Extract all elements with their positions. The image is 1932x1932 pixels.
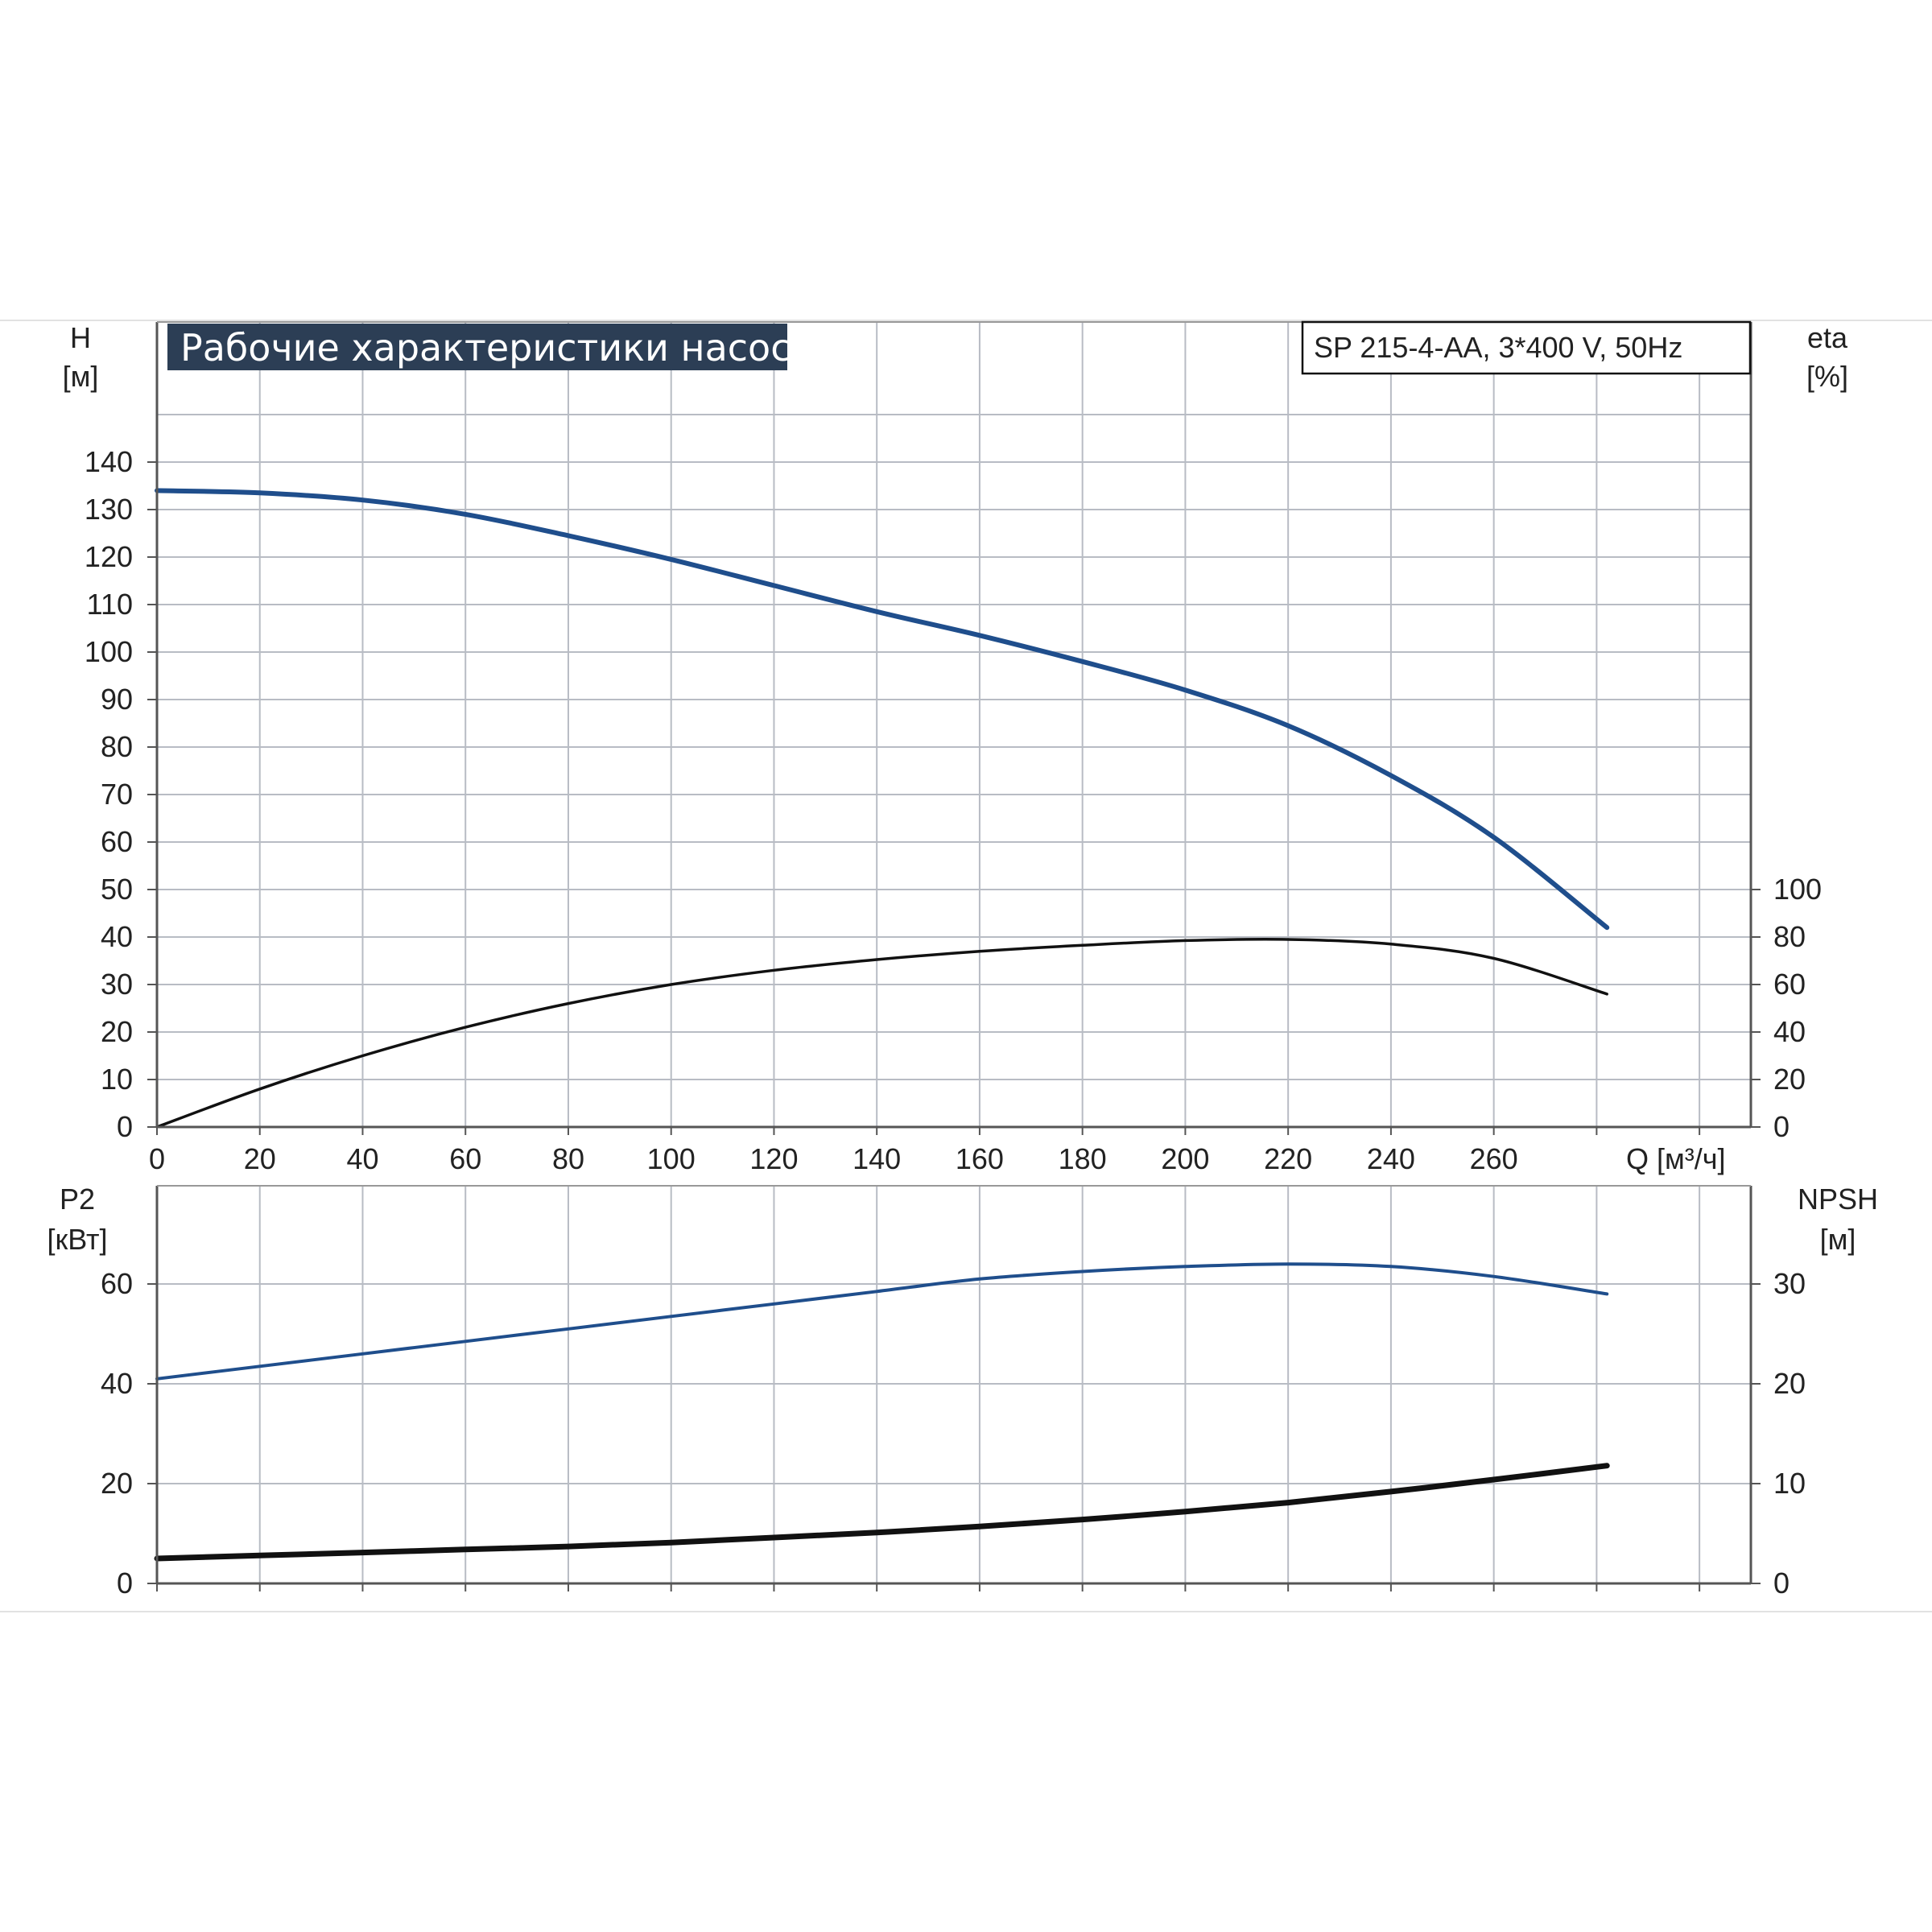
x-tick-label: 100 — [647, 1142, 696, 1175]
npsh-curve — [154, 1463, 1610, 1562]
top-left-tick-label: 140 — [85, 445, 133, 478]
top-left-tick-label: 80 — [101, 730, 133, 763]
bottom-right-tick-label: 10 — [1773, 1467, 1806, 1500]
bottom-series — [154, 1262, 1610, 1562]
top-right-tick-label: 20 — [1773, 1063, 1806, 1096]
top-left-axis-label: H — [70, 321, 91, 354]
top-right-tick-label: 100 — [1773, 873, 1822, 906]
bottom-left-axis-label: P2 — [60, 1183, 95, 1216]
top-left-tick-label: 20 — [101, 1015, 133, 1048]
top-right-tick-label: 40 — [1773, 1015, 1806, 1048]
x-axis-label: Q [м³/ч] — [1626, 1142, 1726, 1175]
top-left-tick-label: 10 — [101, 1063, 133, 1096]
bottom-left-tick-label: 40 — [101, 1367, 133, 1400]
x-tick-label: 200 — [1161, 1142, 1209, 1175]
model-label: SP 215-4-AA, 3*400 V, 50Hz — [1314, 331, 1682, 364]
top-right-tick-label: 80 — [1773, 920, 1806, 953]
x-tick-label: 80 — [552, 1142, 584, 1175]
top-left-tick-label: 90 — [101, 683, 133, 716]
bottom-grid — [157, 1186, 1751, 1583]
top-left-tick-label: 40 — [101, 920, 133, 953]
x-tick-label: 40 — [346, 1142, 378, 1175]
top-left-axis-unit: [м] — [63, 360, 99, 393]
top-grid — [157, 322, 1751, 1127]
top-left-tick-label: 100 — [85, 635, 133, 668]
top-left-tick-label: 120 — [85, 540, 133, 573]
top-left-tick-label: 30 — [101, 968, 133, 1001]
model-box — [1301, 320, 1752, 375]
power-curve — [155, 1262, 1609, 1381]
top-right-axis-unit: [%] — [1806, 360, 1848, 393]
x-tick-label: 240 — [1367, 1142, 1415, 1175]
x-tick-label: 20 — [244, 1142, 276, 1175]
x-tick-label: 160 — [956, 1142, 1004, 1175]
top-left-tick-label: 50 — [101, 873, 133, 906]
x-tick-label: 0 — [149, 1142, 165, 1175]
bottom-right-tick-label: 0 — [1773, 1567, 1790, 1600]
x-tick-label: 120 — [749, 1142, 798, 1175]
efficiency-curve — [155, 937, 1608, 1129]
x-tick-label: 180 — [1059, 1142, 1107, 1175]
bottom-right-axis-unit: [м] — [1820, 1223, 1856, 1256]
head-curve — [155, 488, 1610, 931]
top-ticks: 0 10 20 30 40 50 60 70 80 90 100 110 120 130 140 0 20 40 6… — [85, 445, 1822, 1175]
bottom-left-axis-unit: [кВт] — [47, 1223, 107, 1256]
top-right-tick-label: 0 — [1773, 1110, 1790, 1143]
top-left-tick-label: 60 — [101, 825, 133, 858]
x-tick-label: 140 — [852, 1142, 901, 1175]
bottom-right-tick-label: 20 — [1773, 1367, 1806, 1400]
bottom-left-tick-label: 0 — [117, 1567, 133, 1600]
top-series — [155, 488, 1610, 1129]
x-tick-label: 260 — [1470, 1142, 1518, 1175]
top-frame — [155, 321, 1752, 1129]
x-tick-label: 60 — [449, 1142, 481, 1175]
chart-title: Рабочие характеристики насоса — [180, 326, 814, 369]
top-right-axis-label: eta — [1807, 321, 1848, 354]
top-left-tick-label: 110 — [87, 588, 133, 621]
bottom-left-tick-label: 60 — [101, 1267, 133, 1300]
top-right-tick-label: 60 — [1773, 968, 1806, 1001]
bottom-right-tick-label: 30 — [1773, 1267, 1806, 1300]
top-left-tick-label: 130 — [85, 493, 133, 526]
bottom-right-axis-label: NPSH — [1798, 1183, 1878, 1216]
bottom-ticks: 0 20 40 60 0 10 20 30 — [101, 1267, 1806, 1600]
top-left-tick-label: 70 — [101, 778, 133, 811]
x-tick-label: 220 — [1264, 1142, 1312, 1175]
bottom-left-tick-label: 20 — [101, 1467, 133, 1500]
chart-title-background — [167, 324, 787, 370]
top-left-tick-label: 0 — [117, 1110, 133, 1143]
